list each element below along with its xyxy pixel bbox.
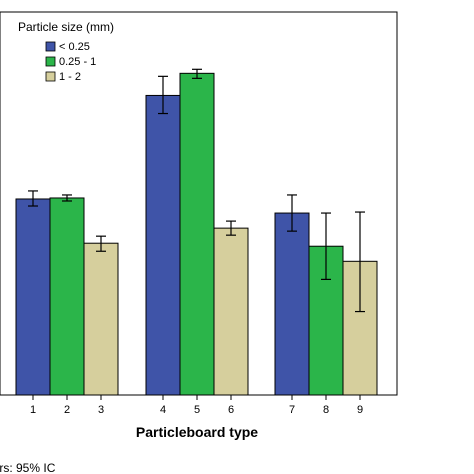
x-tick-label-4: 4 <box>160 404 166 416</box>
x-tick-label-2: 2 <box>64 404 70 416</box>
bar-1 <box>15 198 51 396</box>
x-tick-label-3: 3 <box>98 404 104 416</box>
legend-label-1: 0.25 - 1 <box>59 56 96 68</box>
legend-swatch-2 <box>45 71 56 82</box>
x-tick-label-6: 6 <box>228 404 234 416</box>
legend-swatch-1 <box>45 56 56 67</box>
bar-6 <box>213 227 249 396</box>
bar-3 <box>83 242 119 396</box>
legend-title: Particle size (mm) <box>18 20 114 34</box>
x-tick-label-8: 8 <box>323 404 329 416</box>
legend: Particle size (mm) < 0.25 0.25 - 1 1 - 2 <box>18 20 114 83</box>
legend-label-2: 1 - 2 <box>59 71 81 83</box>
x-tick-label-1: 1 <box>30 404 36 416</box>
bar-5 <box>179 72 215 396</box>
bar-2 <box>49 197 85 396</box>
x-tick-label-7: 7 <box>289 404 295 416</box>
x-axis-ticks: 1 2 3 4 5 6 7 8 9 <box>30 395 363 416</box>
x-axis-title: Particleboard type <box>136 424 258 440</box>
bar-7 <box>274 212 310 396</box>
legend-label-0: < 0.25 <box>59 41 90 53</box>
x-tick-label-5: 5 <box>194 404 200 416</box>
x-tick-label-9: 9 <box>357 404 363 416</box>
bar-4 <box>145 94 181 396</box>
error-bar-footnote: bars: 95% IC <box>0 461 56 474</box>
legend-swatch-0 <box>45 41 56 52</box>
